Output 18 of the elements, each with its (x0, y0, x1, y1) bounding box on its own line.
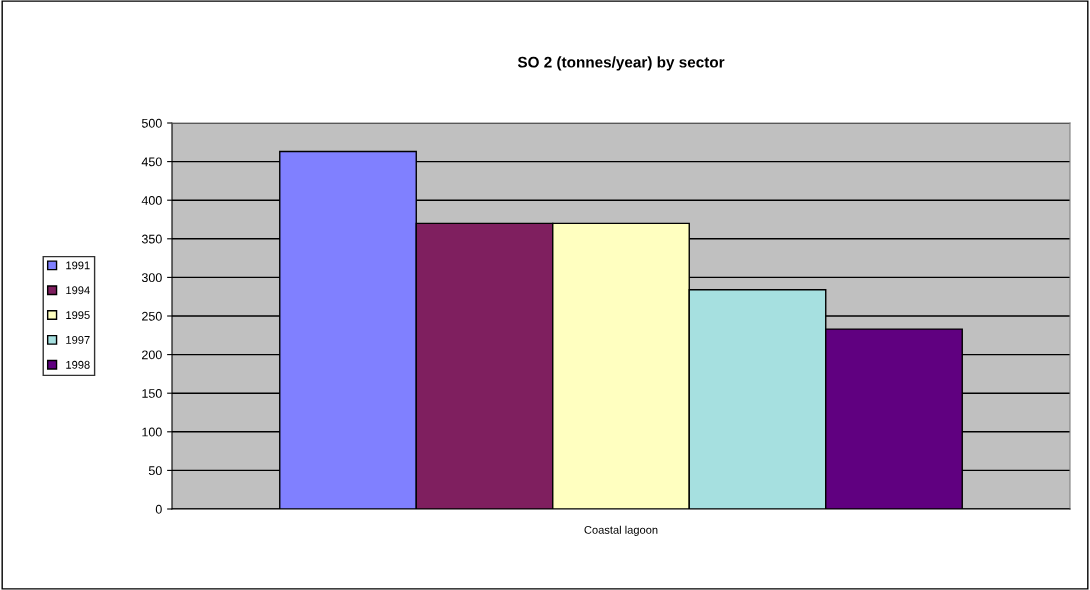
y-tick-label: 450 (141, 157, 162, 167)
chart-title: SO 2 (tonnes/year) by sector (517, 56, 725, 71)
legend-label: 1994 (66, 286, 90, 295)
y-tick-label: 0 (155, 504, 162, 514)
y-tick-label: 50 (148, 466, 162, 476)
legend-label: 1997 (66, 336, 90, 344)
y-tick-label: 400 (141, 196, 162, 205)
y-tick-label: 300 (141, 273, 162, 283)
y-tick-label: 100 (142, 427, 162, 437)
legend-label: 1991 (66, 261, 90, 270)
x-tick-label: Coastal lagoon (584, 525, 658, 537)
y-tick-label: 500 (141, 118, 162, 128)
y-tick-label: 200 (142, 350, 162, 360)
legend-label: 1995 (66, 311, 90, 320)
y-tick-label: 250 (142, 311, 162, 321)
y-tick-label: 150 (142, 389, 162, 398)
y-tick-label: 350 (141, 234, 162, 244)
legend-label: 1998 (66, 360, 90, 369)
